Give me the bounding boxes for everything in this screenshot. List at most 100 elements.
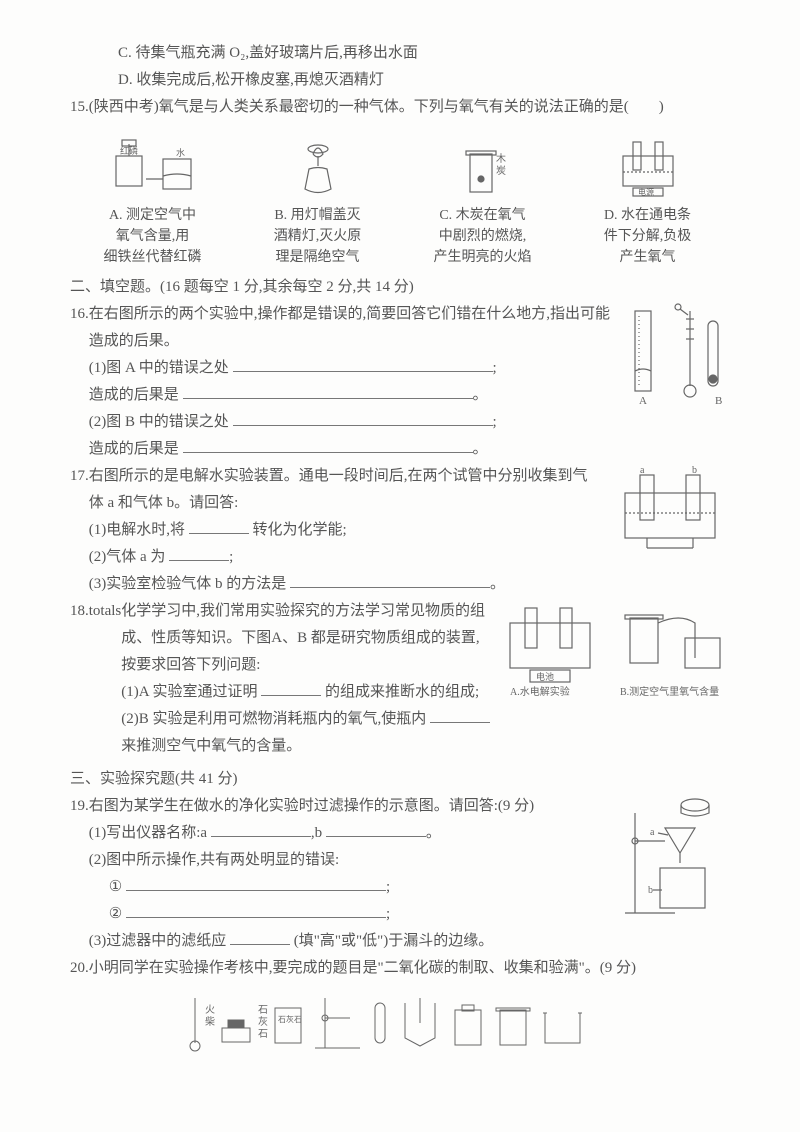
q15-d-3: 产生氧气 [569,247,726,268]
q16-stem: 在右图所示的两个实验中,操作都是错误的,简要回答它们错在什么地方,指出可能造成的… [89,306,610,349]
fig-gas-jar-icon: 木 炭 [448,134,518,199]
blank[interactable] [183,437,473,453]
q17-p1b: 转化为化学能; [253,522,347,538]
q15-num: 15. [70,94,89,121]
q16-p2b: 造成的后果是 [89,441,179,457]
blank[interactable] [189,518,249,534]
svg-text:b: b [648,885,653,896]
q15-c-3: 产生明亮的火焰 [404,247,561,268]
svg-text:水: 水 [176,147,185,158]
section-3-heading: 三、实验探究题(共 41 分) [70,766,730,793]
q15-source: (陕西中考) [89,99,159,115]
q19-p1b: ,b [311,825,322,841]
q15-b-3: 理是隔绝空气 [239,247,396,268]
svg-text:火: 火 [205,1004,215,1016]
blank[interactable] [126,875,386,891]
q18-p2b: 来推测空气中氧气的含量。 [121,738,301,754]
blank[interactable] [183,383,473,399]
semi: ; [386,879,390,895]
q16-p2a: (2)图 B 中的错误之处 [89,414,229,430]
q16: 16. 在右图所示的两个实验中,操作都是错误的,简要回答它们错在什么地方,指出可… [70,301,612,463]
q15-b-1: B. 用灯帽盖灭 [239,205,396,226]
blank[interactable] [233,356,493,372]
q17-stem: 右图所示的是电解水实验装置。通电一段时间后,在两个试管中分别收集到气体 a 和气… [89,468,588,511]
q18-figure: 电池 A.水电解实验 B.测定空气里氧气含量 [500,598,730,708]
q20-stem: 小明同学在实验操作考核中,要完成的题目是"二氧化碳的制取、收集和验满"。(9 分… [89,960,636,976]
svg-text:红磷: 红磷 [120,145,138,156]
q14-option-d: D. 收集完成后,松开橡皮塞,再熄灭酒精灯 [70,67,730,94]
q19: 19. 右图为某学生在做水的净化实验时过滤操作的示意图。请回答:(9 分) (1… [70,793,612,955]
svg-text:A.水电解实验: A.水电解实验 [510,685,570,698]
q18: 18. totals 化学学习中,我们常用实验探究的方法学习常见物质的组成、性质… [70,598,492,760]
q15-b-2: 酒精灯,灭火原 [239,226,396,247]
q15-d-1: D. 水在通电条 [569,205,726,226]
q16-p1b: 造成的后果是 [89,387,179,403]
q18-num: 18. [70,598,89,625]
fig-flask-beaker-icon: 红磷 水 [108,134,198,199]
q15-options: A. 测定空气中氧气含量,用细铁丝代替红磷 B. 用灯帽盖灭酒精灯,灭火原理是隔… [70,205,730,268]
q15-d-2: 件下分解,负极 [569,226,726,247]
blank[interactable] [169,545,229,561]
q14-option-c: C. 待集气瓶充满 O₂,盖好玻璃片后,再移出水面 [70,40,730,67]
q19-p2: (2)图中所示操作,共有两处明显的错误: [89,847,612,874]
q18-p1a: (1)A 实验室通过证明 [121,684,257,700]
q15: 15. (陕西中考)氧气是与人类关系最密切的一种气体。下列与氧气有关的说法正确的… [70,94,730,121]
svg-text:灰: 灰 [258,1015,268,1028]
q17-num: 17. [70,463,89,490]
svg-text:石: 石 [258,1029,268,1040]
svg-text:柴: 柴 [205,1015,215,1028]
q19-p3b: (填"高"或"低")于漏斗的边缘。 [294,933,493,949]
q15-a-2: 氧气含量,用 [74,226,231,247]
svg-text:石: 石 [258,1005,268,1016]
q20-num: 20. [70,955,89,982]
q16-p1a: (1)图 A 中的错误之处 [89,360,229,376]
blank[interactable] [211,821,311,837]
svg-text:a: a [650,827,655,838]
section-2-heading: 二、填空题。(16 题每空 1 分,其余每空 2 分,共 14 分) [70,274,730,301]
svg-text:B: B [715,395,722,407]
blank[interactable] [230,929,290,945]
svg-text:电池: 电池 [536,671,554,682]
fig-alcohol-lamp-icon [283,134,353,199]
q19-p21: ① [109,879,122,895]
blank[interactable] [233,410,493,426]
q17: 17. 右图所示的是电解水实验装置。通电一段时间后,在两个试管中分别收集到气体 … [70,463,602,598]
q19-figure: a b [620,793,730,933]
q17-p3a: (3)实验室检验气体 b 的方法是 [89,576,287,592]
q16-num: 16. [70,301,89,328]
fig-electrolysis-icon: 电源 [603,134,693,199]
q19-p1a: (1)写出仪器名称:a [89,825,207,841]
blank[interactable] [290,572,490,588]
q18-stem: 化学学习中,我们常用实验探究的方法学习常见物质的组成、性质等知识。下图A、B 都… [121,603,485,673]
blank[interactable] [126,902,386,918]
svg-text:电源: 电源 [638,187,654,197]
q16-figure: A B [620,301,730,421]
svg-text:A: A [639,395,647,407]
q15-c-1: C. 木炭在氧气 [404,205,561,226]
q19-p3a: (3)过滤器中的滤纸应 [89,933,227,949]
q19-p1c: 。 [426,825,441,841]
q17-p2b: ; [229,549,233,565]
blank[interactable] [430,707,490,723]
q17-figure: a b [610,463,730,568]
svg-text:石灰石: 石灰石 [278,1014,302,1024]
q15-c-2: 中剧烈的燃烧, [404,226,561,247]
blank[interactable] [326,821,426,837]
q17-p1a: (1)电解水时,将 [89,522,185,538]
q18-p1b: 的组成来推断水的组成; [325,684,479,700]
svg-text:b: b [692,465,697,476]
q17-p2a: (2)气体 a 为 [89,549,166,565]
svg-text:a: a [640,465,645,476]
q20: 20. 小明同学在实验操作考核中,要完成的题目是"二氧化碳的制取、收集和验满"。… [70,955,730,982]
q19-stem: 右图为某学生在做水的净化实验时过滤操作的示意图。请回答:(9 分) [89,798,534,814]
q15-a-1: A. 测定空气中 [74,205,231,226]
q15-a-3: 细铁丝代替红磷 [74,247,231,268]
svg-text:B.测定空气里氧气含量: B.测定空气里氧气含量 [620,685,719,698]
svg-text:木: 木 [496,153,506,165]
q20-figure: 火柴 石灰石 石灰石 [70,988,730,1068]
q15-stem: 氧气是与人类关系最密切的一种气体。下列与氧气有关的说法正确的是( ) [159,99,664,115]
q15-figures: 红磷 水 木 炭 电源 [70,131,730,201]
q19-num: 19. [70,793,89,820]
svg-text:炭: 炭 [496,165,506,177]
blank[interactable] [261,680,321,696]
